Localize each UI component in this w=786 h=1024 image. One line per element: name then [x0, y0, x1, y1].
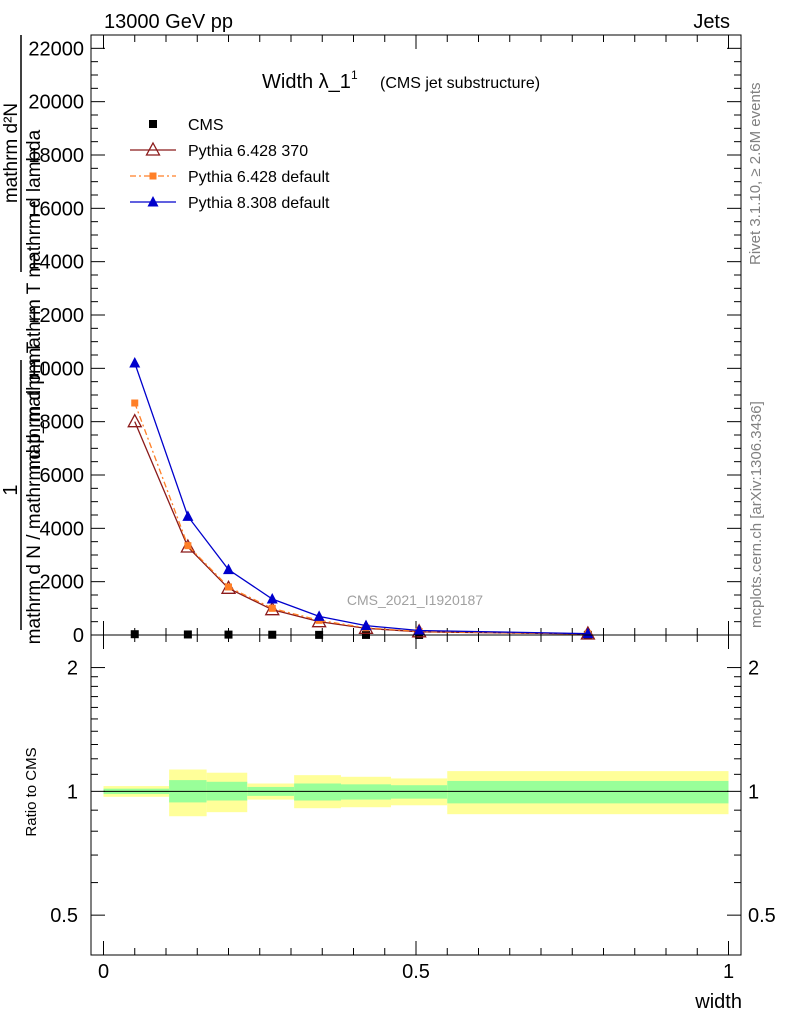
y-axis-label: mathrm d²N mathrm d p_mathrm T mathrm d …: [0, 35, 45, 644]
ratio-stat-band: [447, 780, 729, 804]
y-tick-label: 18000: [28, 145, 84, 167]
data-point: [225, 583, 232, 591]
ratio-y-tick-label-left: 0.5: [50, 905, 78, 927]
ratio-y-tick-label-left: 1: [67, 781, 78, 803]
data-point: [149, 172, 157, 180]
energy-label: 13000 GeV pp: [104, 11, 233, 33]
y-tick-label: 0: [73, 625, 84, 647]
ratio-y-tick-label-left: 2: [67, 658, 78, 680]
rivet-label: Rivet 3.1.10, ≥ 2.6M events: [747, 83, 764, 266]
data-point: [183, 630, 192, 639]
main-panel: CMS_2021_I1920187 0 2000 4000 6000 8000 10000…: [0, 34, 742, 647]
ratio-stat-band: [294, 783, 341, 801]
y-tick-label: 14000: [28, 252, 84, 274]
series-pythia-8-308-default: [129, 357, 594, 639]
y-tick-label: 22000: [28, 38, 84, 60]
data-point: [413, 624, 425, 635]
ratio-y-tick-label-right: 2: [748, 658, 759, 680]
ratio-panel-frame: [90, 634, 742, 956]
legend-entry: Pythia 6.428 370: [130, 141, 308, 160]
y-label-top: mathrm d²N: [1, 103, 22, 203]
y-label-frac-den: mathrm d N / mathrm d p_mathrm T: [24, 341, 45, 644]
y-tick-label: 6000: [40, 465, 85, 487]
data-point: [313, 610, 325, 621]
legend-label: CMS: [188, 117, 224, 134]
analysis-watermark: CMS_2021_I1920187: [347, 592, 483, 608]
legend-entry: CMS: [149, 117, 224, 134]
chart-subtitle: (CMS jet substructure): [380, 75, 540, 92]
series-line: [134, 402, 588, 635]
y-label-frac-num: 1: [0, 484, 22, 495]
legend-entry: Pythia 6.428 default: [130, 169, 330, 186]
ratio-y-tick-label-right: 1: [748, 781, 759, 803]
y-label-bottom: mathrm d p_mathrm T mathrm d lambda: [24, 129, 45, 470]
ratio-y-label: Ratio to CMS: [23, 747, 40, 836]
y-tick-label: 8000: [40, 412, 85, 434]
data-point: [184, 542, 192, 550]
data-point: [223, 563, 234, 575]
legend-label: Pythia 8.308 default: [188, 195, 330, 212]
data-point: [266, 593, 278, 604]
ratio-panel: 0.5 0.5 1 1 2 2 0 0.5 1 Ratio to CMS width: [23, 634, 776, 1013]
legend-label: Pythia 6.428 default: [188, 169, 330, 186]
ratio-y-tick-label-right: 0.5: [748, 905, 776, 927]
data-point: [147, 196, 159, 207]
data-point: [130, 630, 139, 639]
y-tick-label: 2000: [40, 572, 85, 594]
ratio-stat-band: [341, 784, 391, 800]
data-point: [131, 399, 139, 407]
mcplots-label: mcplots.cern.ch [arXiv:1306.3436]: [748, 401, 765, 628]
chart-title-main: Width λ_1: [262, 71, 351, 93]
data-point: [145, 141, 161, 156]
process-label: Jets: [693, 11, 730, 33]
main-panel-ticks: 0 2000 4000 6000 8000 10000 12000 14000 16000 180…: [28, 34, 741, 647]
ratio-stat-band: [391, 785, 448, 799]
y-tick-label: 4000: [40, 518, 85, 540]
x-axis-label: width: [694, 991, 742, 1013]
legend-label: Pythia 6.428 370: [188, 143, 308, 160]
y-tick-label: 16000: [28, 198, 84, 220]
data-point: [129, 357, 141, 368]
data-point: [127, 413, 143, 428]
y-tick-label: 10000: [28, 358, 84, 380]
y-tick-label: 12000: [28, 305, 84, 327]
ratio-bands: [103, 769, 729, 817]
data-point: [182, 510, 194, 521]
legend-entry: Pythia 8.308 default: [130, 195, 330, 212]
series-line: [134, 362, 588, 635]
y-tick-label: 20000: [28, 92, 84, 114]
chart-title-superscript: 1: [351, 68, 358, 82]
x-tick-label: 0: [98, 961, 109, 983]
data-point: [360, 619, 372, 631]
x-tick-label: 1: [723, 961, 734, 983]
x-tick-label: 0.5: [402, 961, 430, 983]
legend: CMS Pythia 6.428 370 Pythia 6.428 default P…: [130, 117, 330, 212]
data-point: [268, 604, 276, 612]
data-point: [149, 120, 157, 128]
series-line: [134, 421, 588, 635]
data-point: [582, 627, 594, 639]
chart-title: Width λ_11: [262, 68, 358, 93]
ratio-panel-ticks: 0.5 0.5 1 1 2 2 0 0.5 1: [50, 635, 776, 983]
